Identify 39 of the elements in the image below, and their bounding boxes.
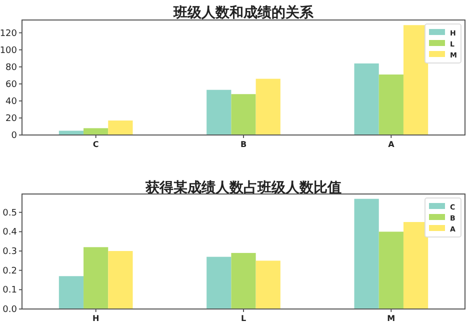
bar	[354, 63, 379, 135]
x-tick-label: L	[240, 314, 246, 323]
y-tick-label: 60	[6, 80, 18, 90]
bar	[231, 252, 256, 309]
x-tick-label: C	[92, 140, 99, 149]
y-tick-label: 0.5	[2, 208, 17, 218]
x-tick-label: H	[92, 314, 100, 323]
bar	[108, 120, 133, 135]
y-tick-label: 0.4	[2, 228, 18, 238]
bar	[256, 78, 280, 135]
bar	[108, 251, 133, 309]
y-tick-label: 40	[6, 96, 18, 107]
y-tick-label: 20	[6, 114, 18, 124]
bar	[206, 256, 232, 309]
bar	[231, 94, 256, 135]
bar	[378, 74, 404, 135]
y-tick-label: 0.1	[2, 286, 17, 296]
bar	[354, 198, 379, 309]
chart-title: 获得某成绩人数占班级人数比值	[144, 180, 342, 196]
x-tick-label: B	[240, 140, 247, 149]
x-tick-label: M	[387, 314, 396, 323]
y-tick-label: 0.2	[2, 266, 17, 276]
y-tick-label: 120	[0, 28, 18, 39]
bar	[206, 90, 232, 135]
bar	[256, 260, 280, 309]
y-tick-label: 0	[11, 131, 18, 141]
bar	[58, 130, 84, 135]
bar	[58, 276, 84, 309]
y-tick-label: 100	[0, 46, 18, 56]
x-tick-label: A	[388, 140, 396, 149]
y-tick-label: 80	[6, 62, 18, 73]
chart-title: 班级人数和成绩的关系	[172, 4, 314, 21]
y-tick-label: 0.3	[2, 247, 17, 258]
bar	[84, 128, 108, 135]
bar	[84, 247, 108, 309]
bar	[403, 222, 428, 309]
bar	[378, 232, 404, 309]
bar	[403, 25, 428, 135]
y-tick-label: 0.0	[2, 305, 18, 315]
